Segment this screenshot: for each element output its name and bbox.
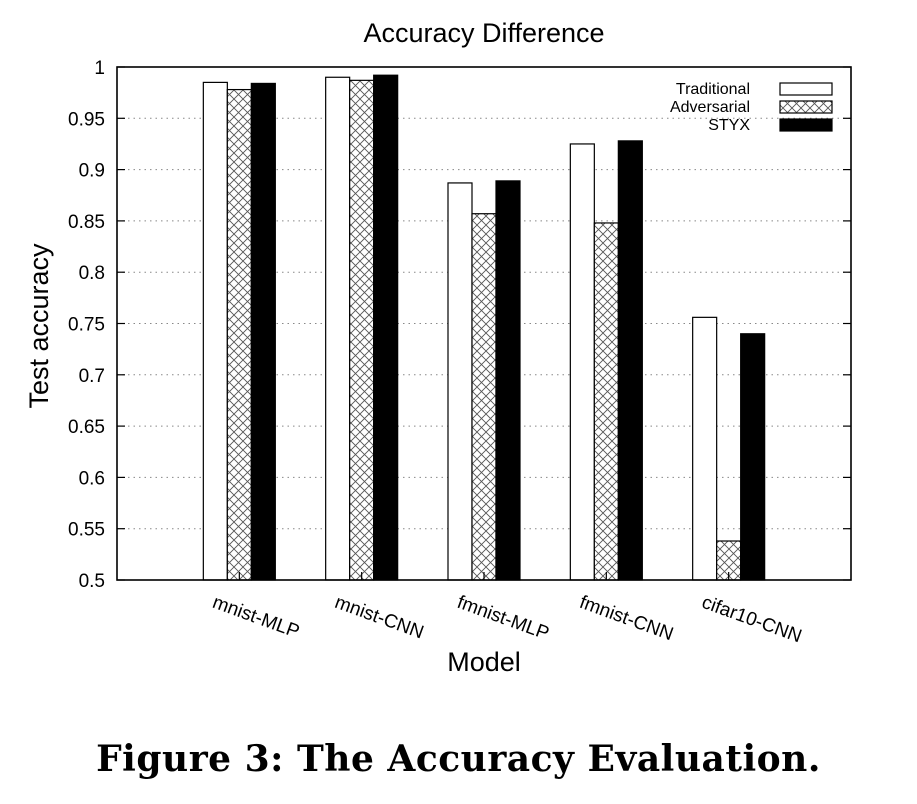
- legend-label: STYX: [708, 117, 750, 134]
- bar-traditional-cifar10-CNN: [692, 316, 718, 581]
- y-tick-label: 0.7: [79, 366, 105, 387]
- figure-caption: Figure 3: The Accuracy Evaluation.: [96, 738, 821, 780]
- x-tick-label: mnist-MLP: [210, 592, 303, 643]
- legend-swatch-styx: [779, 118, 833, 132]
- legend-swatch-traditional: [779, 82, 833, 96]
- y-tick-label: 0.9: [79, 161, 105, 182]
- x-tick-label: cifar10-CNN: [699, 592, 804, 647]
- legend-swatch-adversarial: [779, 100, 833, 114]
- bars-layer: [202, 74, 766, 581]
- bar-traditional-fmnist-CNN: [569, 143, 595, 581]
- bar-adversarial-mnist-MLP: [226, 88, 252, 581]
- bar-adversarial-fmnist-MLP: [471, 213, 497, 581]
- y-axis-label: Test accuracy: [24, 243, 54, 409]
- bar-styx-mnist-CNN: [373, 74, 399, 581]
- x-tick-label: mnist-CNN: [332, 592, 426, 644]
- y-tick-label: 0.8: [79, 263, 105, 284]
- y-tick-label: 0.85: [68, 212, 105, 233]
- bar-traditional-fmnist-MLP: [447, 182, 473, 581]
- bar-styx-fmnist-CNN: [617, 140, 643, 581]
- bar-styx-cifar10-CNN: [740, 333, 766, 581]
- bar-traditional-mnist-MLP: [202, 81, 228, 581]
- chart-title: Accuracy Difference: [363, 18, 604, 48]
- x-tick-label: fmnist-MLP: [454, 592, 551, 645]
- y-tick-label: 0.75: [68, 315, 105, 336]
- bar-styx-fmnist-MLP: [495, 180, 521, 581]
- y-tick-label: 1: [94, 58, 105, 79]
- bar-adversarial-mnist-CNN: [349, 79, 375, 581]
- legend-label: Adversarial: [670, 99, 750, 116]
- x-tick-label: fmnist-CNN: [577, 592, 676, 645]
- legend-label: Traditional: [676, 81, 750, 98]
- y-tick-label: 0.95: [68, 109, 105, 130]
- bar-traditional-mnist-CNN: [325, 76, 351, 581]
- plot-frame: [116, 66, 852, 581]
- bar-adversarial-fmnist-CNN: [593, 222, 619, 581]
- y-tick-label: 0.65: [68, 417, 105, 438]
- x-axis-label: Model: [447, 647, 521, 677]
- y-tick-label: 0.55: [68, 520, 105, 541]
- y-tick-label: 0.5: [79, 571, 105, 592]
- y-tick-label: 0.6: [79, 468, 105, 489]
- bar-styx-mnist-MLP: [250, 82, 276, 581]
- chart-svg: Accuracy Difference Test accuracy Model …: [24, 18, 852, 677]
